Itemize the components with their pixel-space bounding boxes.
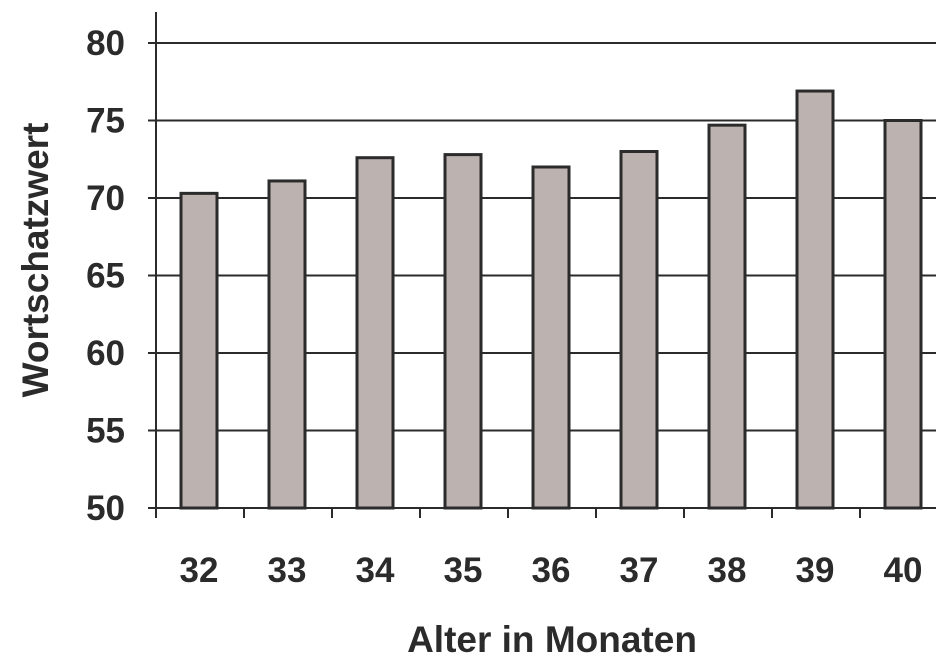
y-tick-labels: 50 55 60 65 70 75 80	[86, 24, 125, 528]
bar-35	[443, 153, 483, 510]
x-tick-label: 36	[532, 551, 571, 590]
y-tick-label: 65	[86, 257, 125, 296]
y-tick-label: 50	[86, 489, 125, 528]
x-tick-label: 32	[180, 551, 219, 590]
x-tick-label: 37	[620, 551, 659, 590]
x-tick-label: 35	[444, 551, 483, 590]
x-tick-label: 38	[708, 551, 747, 590]
y-tick-label: 75	[86, 102, 125, 141]
y-tick-label: 60	[86, 334, 125, 373]
bar-40	[883, 119, 923, 510]
bar-38	[707, 123, 747, 510]
y-tick-label: 55	[86, 412, 125, 451]
y-tick-label: 70	[86, 179, 125, 218]
bar-33	[267, 179, 307, 510]
x-tick-label: 39	[796, 551, 835, 590]
x-tick-label: 40	[884, 551, 923, 590]
y-tick-label: 80	[86, 24, 125, 63]
x-tick-labels: 32 33 34 35 36 37 38 39 40	[180, 551, 923, 590]
bar-39	[795, 89, 835, 510]
bars	[179, 89, 923, 510]
bar-37	[619, 150, 659, 510]
x-ticks	[155, 508, 861, 518]
x-tick-label: 34	[356, 551, 395, 590]
bar-32	[179, 191, 219, 510]
x-axis-title: Alter in Monaten	[407, 619, 697, 659]
x-tick-label: 33	[268, 551, 307, 590]
bar-36	[531, 165, 571, 510]
bar-34	[355, 156, 395, 510]
axes	[155, 12, 936, 509]
y-axis-title: Wortschatzwert	[15, 123, 56, 398]
